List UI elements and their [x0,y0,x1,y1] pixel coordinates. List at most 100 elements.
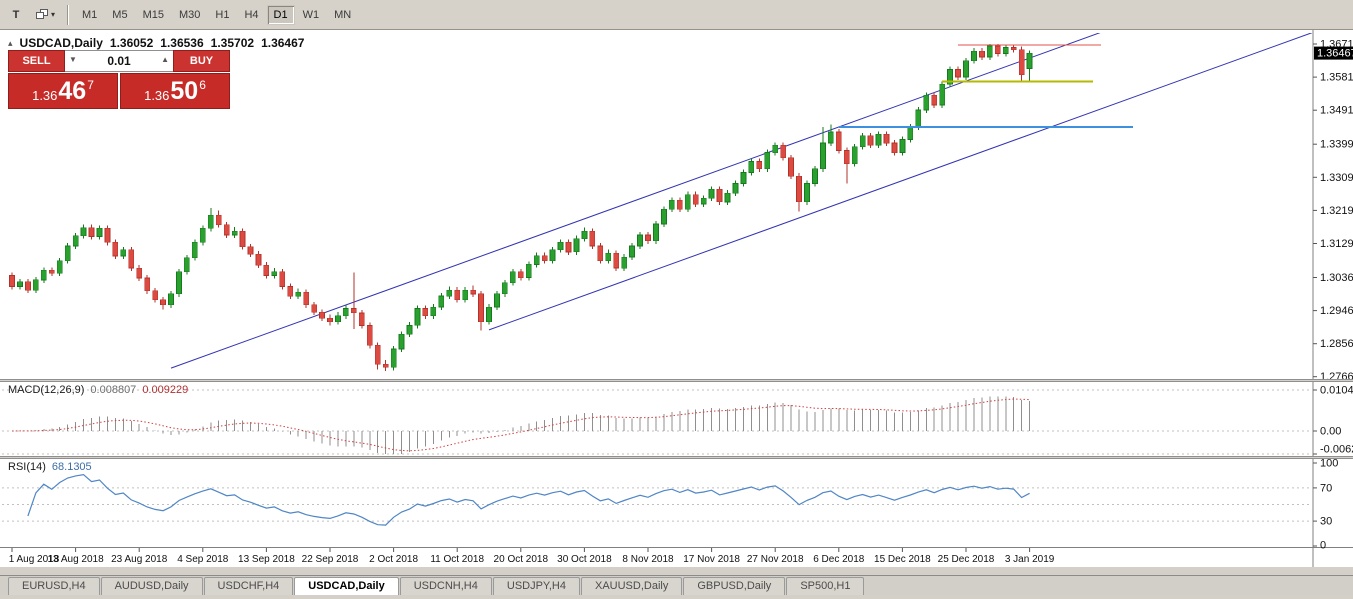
timeframe-mn[interactable]: MN [327,5,358,25]
macd-panel [2,389,1311,455]
svg-text:11 Oct 2018: 11 Oct 2018 [430,554,484,565]
svg-text:3 Jan 2019: 3 Jan 2019 [1005,554,1055,565]
high-value: 1.36536 [160,36,204,50]
svg-text:22 Sep 2018: 22 Sep 2018 [302,554,359,565]
svg-text:70: 70 [1320,482,1332,494]
buy-price-big: 1.36 [144,88,170,103]
candles-layer [9,43,1033,372]
tab-usdchf-h4[interactable]: USDCHF,H4 [203,577,294,595]
svg-text:17 Nov 2018: 17 Nov 2018 [683,554,740,565]
svg-text:15 Dec 2018: 15 Dec 2018 [874,554,931,565]
close-value: 1.36467 [261,36,305,50]
macd-title: MACD(12,26,9) [8,384,85,396]
tab-xauusd-daily[interactable]: XAUUSD,Daily [580,577,683,595]
svg-text:2 Oct 2018: 2 Oct 2018 [369,554,418,565]
timeframe-m30[interactable]: M30 [172,5,207,25]
rsi-title: RSI(14) [8,461,46,473]
chart-window: 1.367151.358151.349151.339901.330901.321… [0,30,1353,575]
svg-text:30: 30 [1320,516,1332,528]
chart-tabs: EURUSD,H4 AUDUSD,Daily USDCHF,H4 USDCAD,Dai… [0,575,1353,595]
svg-text:1.30365: 1.30365 [1320,272,1353,284]
buy-button[interactable]: BUY [173,50,230,72]
svg-text:13 Sep 2018: 13 Sep 2018 [238,554,295,565]
macd-rsi-resize-handle[interactable] [0,456,1353,459]
svg-text:13 Aug 2018: 13 Aug 2018 [48,554,105,565]
svg-text:20 Oct 2018: 20 Oct 2018 [494,554,549,565]
timeframe-w1[interactable]: W1 [296,5,327,25]
open-value: 1.36052 [109,36,154,50]
svg-text:1.28565: 1.28565 [1320,338,1353,350]
svg-text:0: 0 [1320,540,1326,552]
tab-gbpusd-daily[interactable]: GBPUSD,Daily [683,577,786,595]
svg-text:-0.006218: -0.006218 [1320,444,1353,456]
buy-price-pips: 50 [170,76,199,105]
price-axis [0,30,1353,567]
current-price-tag [1314,46,1353,60]
cursor-tool-button[interactable]: T [4,4,28,26]
svg-text:0.010474: 0.010474 [1320,385,1353,397]
sell-price-pips: 46 [58,76,87,105]
support-resistance-lines[interactable] [838,44,1133,128]
svg-text:100: 100 [1320,458,1338,470]
tab-audusd-daily[interactable]: AUDUSD,Daily [100,577,203,595]
trend-channel-lines[interactable] [170,30,1353,369]
chart-profile-button[interactable]: ▾ [30,4,61,26]
tab-usdcad-daily[interactable]: USDCAD,Daily [294,577,399,595]
svg-text:25 Dec 2018: 25 Dec 2018 [938,554,995,565]
svg-text:27 Nov 2018: 27 Nov 2018 [747,554,804,565]
timeframe-m15[interactable]: M15 [136,5,171,25]
rsi-value: 68.1305 [51,461,92,473]
low-value: 1.35702 [210,36,255,50]
svg-text:1.32190: 1.32190 [1320,205,1353,217]
svg-text:30 Oct 2018: 30 Oct 2018 [557,554,612,565]
svg-text:23 Aug 2018: 23 Aug 2018 [111,554,168,565]
rsi-panel [2,473,1311,526]
collapse-panel-icon[interactable]: ▴ [8,37,13,48]
rsi-indicator-label: RSI(14) 68.1305 [8,461,92,473]
lot-decrease-icon[interactable]: ▼ [69,55,77,64]
symbol-label: USDCAD,Daily [19,36,103,50]
chevron-down-icon: ▾ [51,10,56,19]
chart-header: ▴ USDCAD,Daily 1.36052 1.36536 1.35702 1… [8,36,304,50]
sell-price-button[interactable]: 1.36 46 7 [8,73,118,109]
timeframe-group: M1 M5 M15 M30 H1 H4 D1 W1 MN [75,4,358,25]
tab-sp500-h1[interactable]: SP500,H1 [786,577,865,595]
timeframe-h4[interactable]: H4 [237,5,265,25]
cursor-tool-icon: T [12,8,20,21]
svg-text:1.33090: 1.33090 [1320,172,1353,184]
price-axis-labels: 1.367151.358151.349151.339901.330901.321… [1313,39,1353,552]
one-click-trading-panel: SELL ▼ 0.01 ▲ BUY 1.36 46 7 1.36 50 6 [8,50,230,109]
lot-increase-icon[interactable]: ▲ [161,55,169,64]
svg-text:1.29465: 1.29465 [1320,305,1353,317]
timeframe-m1[interactable]: M1 [75,5,104,25]
sell-price-point: 7 [87,78,94,92]
sell-button[interactable]: SELL [8,50,65,72]
timeframe-h1[interactable]: H1 [208,5,236,25]
chart-toolbar: T ▾ M1 M5 M15 M30 H1 H4 D1 W1 MN [0,0,1353,30]
svg-text:8 Nov 2018: 8 Nov 2018 [622,554,674,565]
tab-usdjpy-h4[interactable]: USDJPY,H4 [492,577,580,595]
toolbar-separator [67,4,70,25]
macd-main-value: 0.008807 [90,384,137,396]
svg-text:1.31290: 1.31290 [1320,238,1353,250]
status-bar [0,595,1353,599]
timeframe-m5[interactable]: M5 [105,5,134,25]
main-macd-resize-handle[interactable] [0,379,1353,382]
tab-eurusd-h4[interactable]: EURUSD,H4 [8,577,100,595]
svg-text:1.34915: 1.34915 [1320,105,1353,117]
lot-size-input[interactable]: ▼ 0.01 ▲ [65,50,173,72]
cascade-windows-icon [36,9,49,20]
svg-text:1.35815: 1.35815 [1320,72,1353,84]
sell-price-big: 1.36 [32,88,58,103]
svg-text:0.00: 0.00 [1320,426,1341,438]
macd-indicator-label: MACD(12,26,9) 0.008807 0.009229 [8,384,188,396]
lot-size-value: 0.01 [107,54,131,68]
timeframe-d1[interactable]: D1 [266,4,295,25]
candlestick-chart[interactable]: 1.367151.358151.349151.339901.330901.321… [0,30,1353,575]
tab-usdcnh-h4[interactable]: USDCNH,H4 [399,577,492,595]
macd-signal-value: 0.009229 [142,384,189,396]
buy-price-button[interactable]: 1.36 50 6 [120,73,230,109]
buy-price-point: 6 [199,78,206,92]
